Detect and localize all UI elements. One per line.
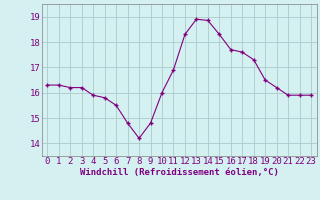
- X-axis label: Windchill (Refroidissement éolien,°C): Windchill (Refroidissement éolien,°C): [80, 168, 279, 177]
